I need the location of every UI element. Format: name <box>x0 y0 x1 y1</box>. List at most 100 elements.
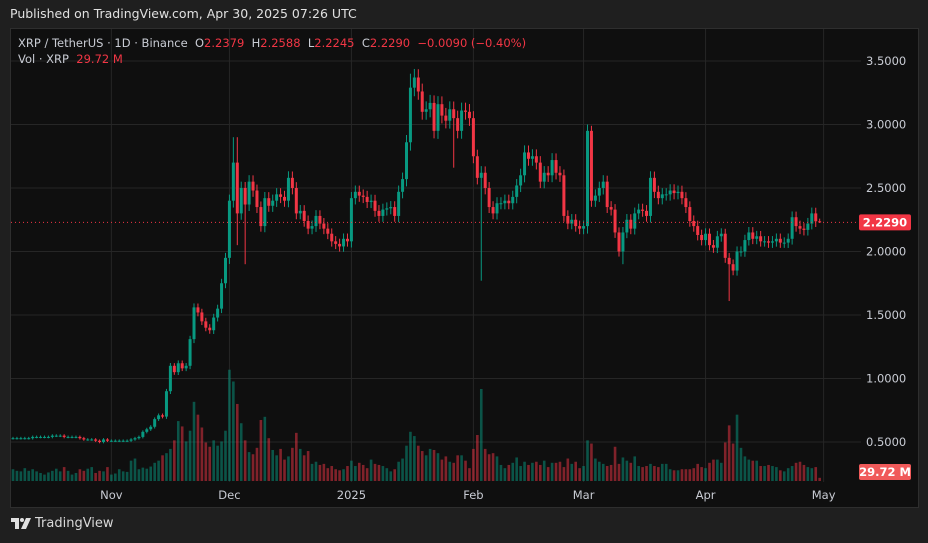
candlestick-chart[interactable]: 0.5000 1.0000 1.5000 2.0000 2.5000 3.0000 3.50… <box>11 29 918 507</box>
volume-bar <box>200 427 204 481</box>
candle-body <box>814 213 818 222</box>
volume-bar <box>54 468 58 481</box>
volume-bar <box>420 451 424 481</box>
candle-body <box>782 242 786 244</box>
candle-body <box>263 198 267 227</box>
volume-bar <box>409 431 412 481</box>
volume-bar <box>15 470 19 481</box>
candle-body <box>424 109 428 112</box>
time-tick-label: Dec <box>218 488 240 502</box>
candle-body <box>668 190 672 195</box>
candle-body <box>62 435 66 437</box>
candle-body <box>770 241 774 243</box>
candle-body <box>723 233 727 258</box>
volume-bar <box>405 445 408 481</box>
volume-bar <box>267 438 271 481</box>
chart-panel[interactable]: 0.5000 1.0000 1.5000 2.0000 2.5000 3.0000 3.50… <box>10 28 919 508</box>
candle-body <box>562 175 566 216</box>
candle-body <box>452 109 456 119</box>
candle-body <box>345 238 349 242</box>
volume-bar <box>192 401 196 481</box>
volume-bar <box>676 470 680 481</box>
candle-body <box>271 200 275 206</box>
volume-bar <box>625 460 629 481</box>
volume-bar <box>263 416 267 481</box>
volume-bar <box>727 425 731 481</box>
candle-body <box>526 152 530 159</box>
candle-body <box>397 191 401 216</box>
volume-bar <box>617 463 621 481</box>
high-label: H <box>251 36 261 50</box>
candle-body <box>778 238 782 243</box>
volume-label[interactable]: Vol · XRP <box>18 52 69 66</box>
candle-body <box>570 219 574 224</box>
candle-body <box>538 162 542 182</box>
volume-bar <box>436 453 440 481</box>
candle-body <box>735 251 739 271</box>
volume-bar <box>224 430 227 481</box>
candle-body <box>755 236 759 239</box>
volume-bar <box>605 466 609 481</box>
volume-bar <box>479 388 483 481</box>
candle-body <box>365 196 369 202</box>
volume-bar <box>338 470 341 481</box>
candle-body <box>243 188 247 205</box>
candle-body <box>696 226 700 235</box>
candle-body <box>318 215 322 224</box>
candle-body <box>176 363 180 373</box>
ohlc-row: XRP / TetherUS · 1D · Binance O2.2379 H2… <box>18 35 526 51</box>
volume-bar <box>169 448 172 481</box>
candle-body <box>637 209 641 214</box>
volume-bar <box>574 461 578 481</box>
candle-body <box>223 257 227 284</box>
symbol-info[interactable]: XRP / TetherUS · 1D · Binance <box>18 36 188 50</box>
candle-body <box>294 188 298 214</box>
volume-bar <box>70 474 74 481</box>
volume-bar <box>806 467 810 481</box>
candle-body <box>652 177 656 192</box>
candle-body <box>220 283 224 309</box>
candle-body <box>621 232 625 252</box>
volume-bar <box>114 473 117 481</box>
volume-bar <box>216 445 219 481</box>
volume-bar <box>94 472 97 481</box>
candle-body <box>719 233 723 237</box>
volume-bar <box>212 440 215 481</box>
volume-bar <box>672 470 676 481</box>
time-tick-label: Mar <box>573 488 595 502</box>
candle-body <box>676 191 680 194</box>
volume-bar <box>23 468 27 481</box>
candle-body <box>322 223 326 229</box>
volume-bar <box>424 455 428 481</box>
candle-body <box>212 317 216 331</box>
candle-body <box>227 200 231 258</box>
candle-body <box>660 194 664 199</box>
candle-body <box>381 209 385 216</box>
candle-body <box>428 102 432 110</box>
candle-body <box>475 156 479 178</box>
candle-body <box>786 238 790 243</box>
candle-body <box>121 440 125 442</box>
candle-body <box>672 190 676 194</box>
volume-bar <box>279 448 282 481</box>
volume-bar <box>621 457 625 481</box>
footer-brand[interactable]: TradingView <box>11 516 114 531</box>
volume-bar <box>346 466 349 481</box>
candle-body <box>664 194 668 196</box>
volume-bar <box>184 441 188 481</box>
volume-bar <box>129 460 133 481</box>
volume-bar <box>287 456 290 481</box>
volume-bar <box>401 458 404 481</box>
volume-bar <box>173 440 176 481</box>
price-tick-label: 0.5000 <box>866 435 906 449</box>
candle-body <box>530 156 534 159</box>
volume-bar <box>771 466 774 481</box>
volume-bar <box>106 467 109 481</box>
volume-bar <box>165 453 168 481</box>
candle-body <box>408 87 412 143</box>
candle-body <box>479 172 483 178</box>
candle-body <box>188 339 192 366</box>
volume-bar <box>476 434 479 481</box>
candle-body <box>625 219 629 233</box>
volume-bar <box>779 470 782 481</box>
